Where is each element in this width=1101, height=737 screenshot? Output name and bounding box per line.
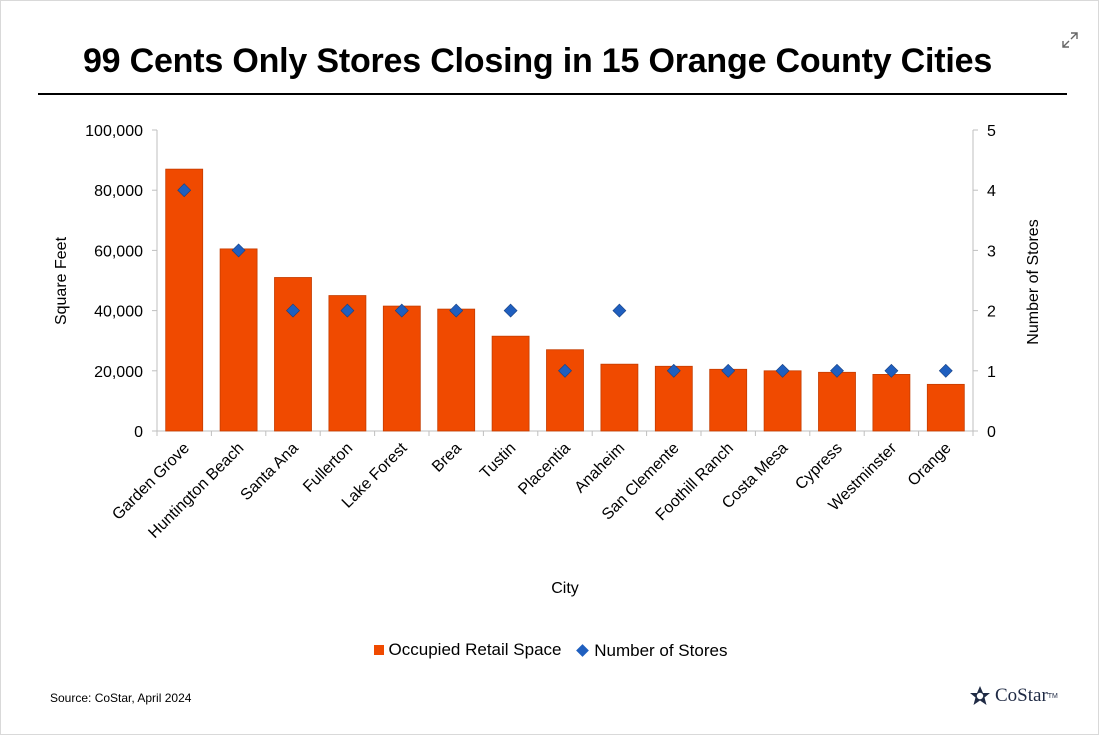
y-tick-label: 0	[134, 424, 143, 441]
x-tick-label: Tustin	[477, 440, 519, 482]
marker-diamond	[286, 303, 300, 318]
marker-diamond	[666, 363, 681, 378]
y2-tick-label: 3	[987, 243, 996, 260]
legend-label-bars: Occupied Retail Space	[388, 640, 562, 659]
x-tick-label: Fullerton	[300, 440, 356, 496]
bar	[872, 374, 911, 432]
marker-diamond	[394, 303, 409, 318]
costar-logo: CoStar TM	[968, 684, 1058, 708]
y-tick-label: 80,000	[94, 183, 143, 200]
bar	[818, 371, 856, 432]
marker-diamond	[231, 243, 246, 258]
chart-legend: Occupied Retail Space Number of Stores	[0, 640, 1101, 661]
marker-diamond	[884, 363, 899, 378]
x-axis-title: City	[551, 580, 579, 597]
legend-label-markers: Number of Stores	[594, 640, 728, 660]
legend-swatch-bar	[373, 645, 384, 655]
marker-diamond	[340, 303, 355, 318]
legend-swatch-diamond	[576, 644, 590, 657]
bar	[709, 368, 748, 432]
marker-diamond	[558, 363, 572, 378]
x-tick-label: Brea	[429, 440, 465, 476]
x-tick-label: Anaheim	[572, 440, 629, 497]
costar-logo-icon	[970, 686, 990, 705]
bar	[165, 168, 204, 432]
bar	[600, 363, 639, 432]
expand-icon[interactable]	[1060, 30, 1080, 50]
bar	[546, 349, 584, 432]
marker-diamond	[938, 363, 953, 378]
marker-diamond	[721, 363, 736, 378]
x-tick-label: Orange	[905, 440, 955, 490]
marker-diamond	[775, 363, 790, 378]
legend-item-bars: Occupied Retail Space	[373, 640, 562, 660]
page-title: 99 Cents Only Stores Closing in 15 Orang…	[82, 42, 993, 80]
bar	[763, 370, 802, 432]
x-tick-label: Santa Ana	[238, 440, 302, 504]
bar	[437, 308, 476, 432]
y-tick-label: 40,000	[94, 304, 143, 321]
bar	[491, 335, 530, 432]
y2-axis-title: Number of Stores	[1025, 219, 1042, 344]
y-tick-label: 60,000	[94, 243, 143, 260]
marker-diamond	[612, 303, 627, 318]
y-tick-label: 20,000	[94, 364, 143, 381]
x-tick-label: Cypress	[792, 440, 846, 494]
legend-item-markers: Number of Stores	[576, 640, 728, 661]
x-tick-label: Huntington Beach	[145, 440, 247, 542]
y2-tick-label: 0	[987, 424, 996, 441]
marker-diamond	[830, 363, 844, 378]
y2-tick-label: 2	[987, 304, 996, 321]
logo-trademark: TM	[1047, 692, 1058, 700]
bar	[328, 295, 367, 432]
bar	[274, 277, 312, 432]
y2-tick-label: 5	[987, 123, 996, 140]
y2-tick-label: 1	[987, 364, 996, 381]
bar	[926, 383, 965, 432]
bar	[382, 305, 421, 432]
marker-diamond	[449, 303, 464, 318]
y-axis-title: Square Feet	[53, 236, 70, 325]
source-note: Source: CoStar, April 2024	[50, 691, 192, 705]
bar	[219, 248, 258, 432]
y2-tick-label: 4	[987, 183, 996, 200]
marker-diamond	[503, 303, 518, 318]
x-tick-label: Placentia	[515, 440, 574, 499]
logo-wordmark: CoStar	[995, 685, 1048, 706]
y-tick-label: 100,000	[85, 123, 143, 140]
marker-diamond	[177, 183, 192, 198]
title-divider	[38, 93, 1067, 95]
